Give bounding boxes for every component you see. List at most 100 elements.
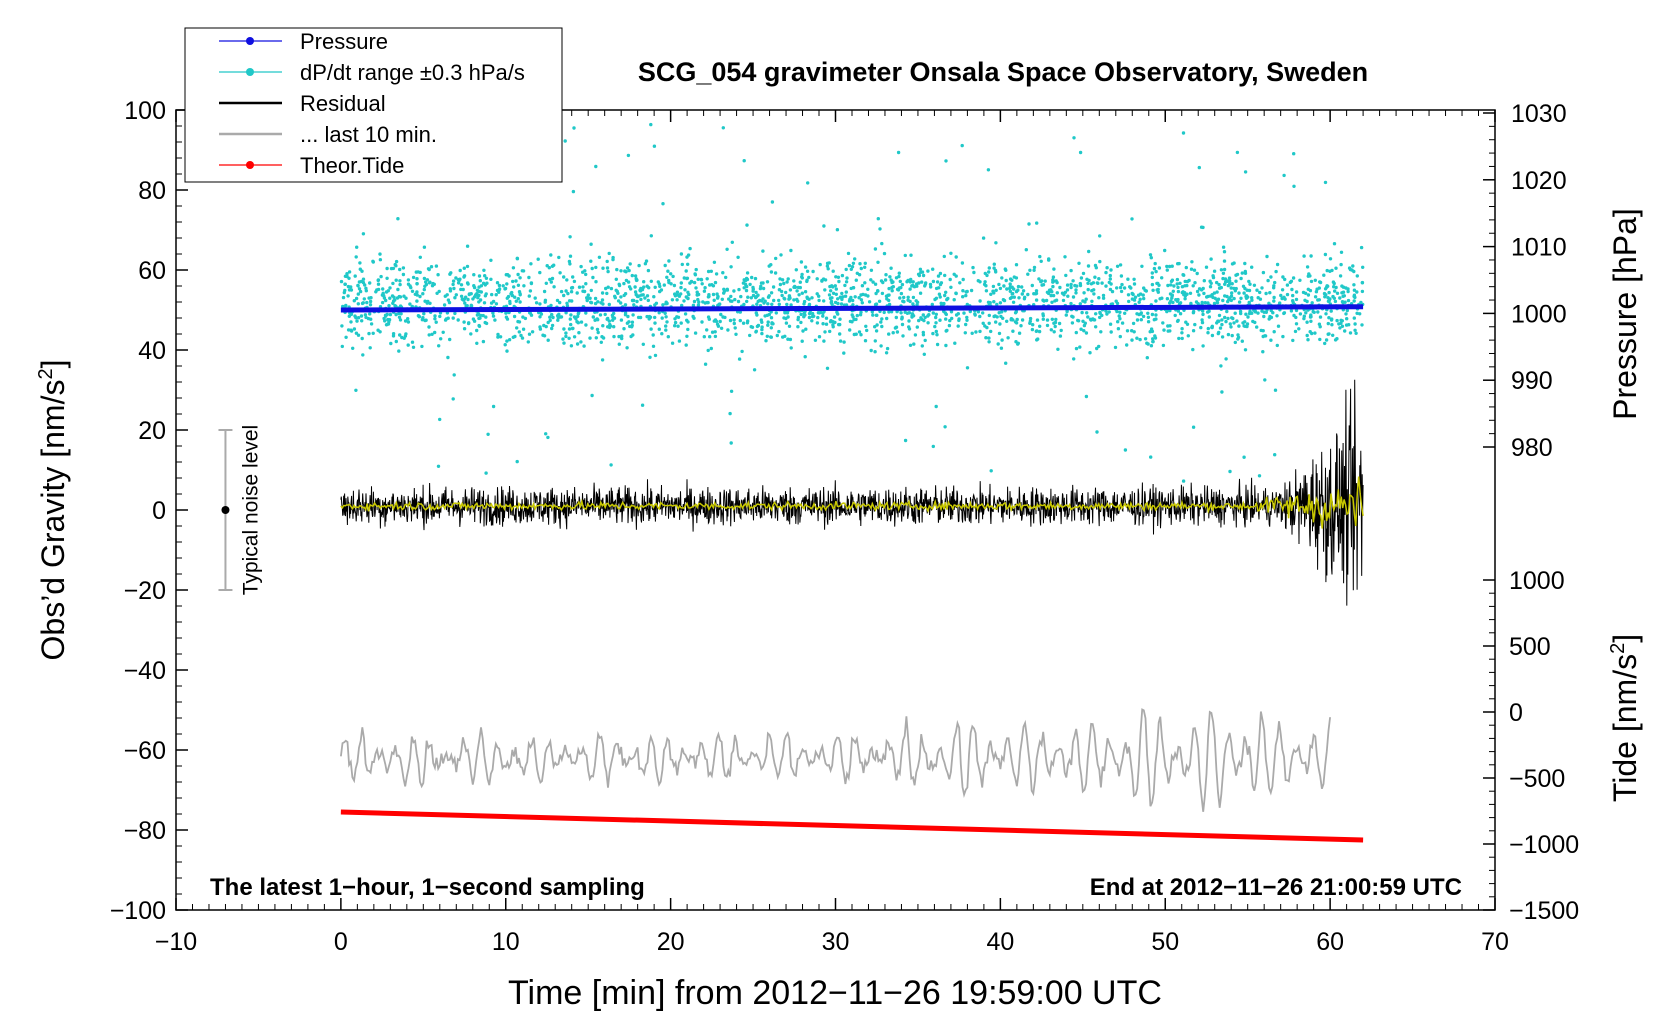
dpdt-point <box>424 282 429 287</box>
dpdt-point <box>667 280 671 285</box>
dpdt-point <box>840 291 844 296</box>
dpdt-point <box>730 299 734 303</box>
dpdt-point <box>1004 268 1008 272</box>
dpdt-point <box>782 296 786 300</box>
dpdt-point <box>558 300 562 305</box>
dpdt-point <box>1011 291 1015 296</box>
dpdt-point <box>1338 326 1342 330</box>
dpdt-point <box>1002 298 1007 303</box>
dpdt-point <box>751 289 755 293</box>
dpdt-point <box>685 334 689 338</box>
dpdt-point <box>483 283 487 287</box>
dpdt-point <box>1291 299 1295 303</box>
dpdt-point <box>380 300 385 305</box>
dpdt-point <box>1253 309 1257 313</box>
dpdt-point <box>1200 320 1205 325</box>
dpdt-point <box>653 321 657 325</box>
dpdt-point <box>1344 312 1348 316</box>
dpdt-point <box>340 344 344 349</box>
dpdt-point <box>745 271 750 275</box>
dpdt-point <box>843 294 848 298</box>
dpdt-point <box>642 285 646 289</box>
dpdt-point <box>905 280 909 284</box>
dpdt-point <box>1022 297 1027 301</box>
dpdt-point <box>1096 281 1100 285</box>
dpdt-point <box>1150 271 1155 275</box>
dpdt-point <box>992 314 996 319</box>
dpdt-point <box>472 273 476 277</box>
dpdt-point <box>902 300 906 304</box>
dpdt-point <box>898 296 902 300</box>
dpdt-point <box>874 329 879 333</box>
dpdt-point <box>1176 289 1181 294</box>
dpdt-point <box>1328 297 1332 301</box>
dpdt-point <box>360 301 365 306</box>
dpdt-point <box>367 331 371 336</box>
dpdt-point <box>428 301 432 305</box>
dpdt-point <box>743 282 748 287</box>
dpdt-point <box>829 300 833 305</box>
dpdt-point <box>1242 455 1246 459</box>
dpdt-point <box>761 297 765 301</box>
dpdt-point <box>542 289 547 294</box>
dpdt-point <box>1051 275 1056 279</box>
dpdt-point <box>895 330 900 334</box>
dpdt-point <box>1352 293 1357 297</box>
dpdt-point <box>572 126 576 130</box>
dpdt-point <box>751 285 755 290</box>
dpdt-point <box>810 314 815 319</box>
dpdt-point <box>1208 285 1213 289</box>
dpdt-point <box>371 259 375 263</box>
dpdt-point <box>957 318 961 323</box>
dpdt-point <box>1086 287 1090 292</box>
dpdt-point <box>345 274 349 279</box>
dpdt-point <box>1014 289 1019 294</box>
dpdt-point <box>1264 291 1268 296</box>
dpdt-point <box>1228 469 1232 474</box>
dpdt-point <box>874 291 878 296</box>
dpdt-point <box>354 388 358 392</box>
dpdt-point <box>842 351 846 355</box>
dpdt-point <box>576 312 580 316</box>
dpdt-point <box>760 331 764 336</box>
dpdt-point <box>876 289 880 293</box>
legend-label: Residual <box>300 91 386 116</box>
dpdt-point <box>1167 264 1172 269</box>
dpdt-point <box>646 268 651 273</box>
dpdt-point <box>612 325 616 329</box>
dpdt-point <box>406 282 411 286</box>
dpdt-point <box>764 339 768 343</box>
dpdt-point <box>1245 324 1249 329</box>
dpdt-point <box>1059 328 1063 333</box>
dpdt-point <box>838 295 843 299</box>
dpdt-point <box>411 275 416 280</box>
dpdt-point <box>423 318 427 323</box>
dpdt-point <box>354 316 358 320</box>
pressure-tick-label: 1030 <box>1511 100 1567 128</box>
dpdt-point <box>899 311 903 315</box>
dpdt-point <box>931 279 936 284</box>
dpdt-point <box>693 273 698 277</box>
dpdt-point <box>903 438 908 443</box>
dpdt-point <box>933 297 937 302</box>
dpdt-point <box>1008 289 1012 293</box>
dpdt-point <box>1265 254 1269 259</box>
dpdt-point <box>1235 319 1239 323</box>
dpdt-point <box>1030 327 1035 332</box>
dpdt-point <box>1148 330 1152 334</box>
dpdt-point <box>1074 346 1079 351</box>
pressure-axis-label: Pressure [hPa] <box>1607 208 1643 420</box>
dpdt-point <box>1061 298 1066 303</box>
dpdt-point <box>756 323 761 328</box>
dpdt-point <box>1071 295 1076 299</box>
dpdt-point <box>1323 341 1327 346</box>
dpdt-point <box>1283 277 1287 282</box>
dpdt-point <box>1307 272 1311 276</box>
dpdt-point <box>339 279 344 284</box>
dpdt-point <box>1146 320 1151 324</box>
dpdt-point <box>884 351 889 355</box>
dpdt-point <box>617 334 621 339</box>
dpdt-point <box>1237 291 1241 295</box>
dpdt-point <box>673 320 678 325</box>
dpdt-point <box>683 288 687 292</box>
